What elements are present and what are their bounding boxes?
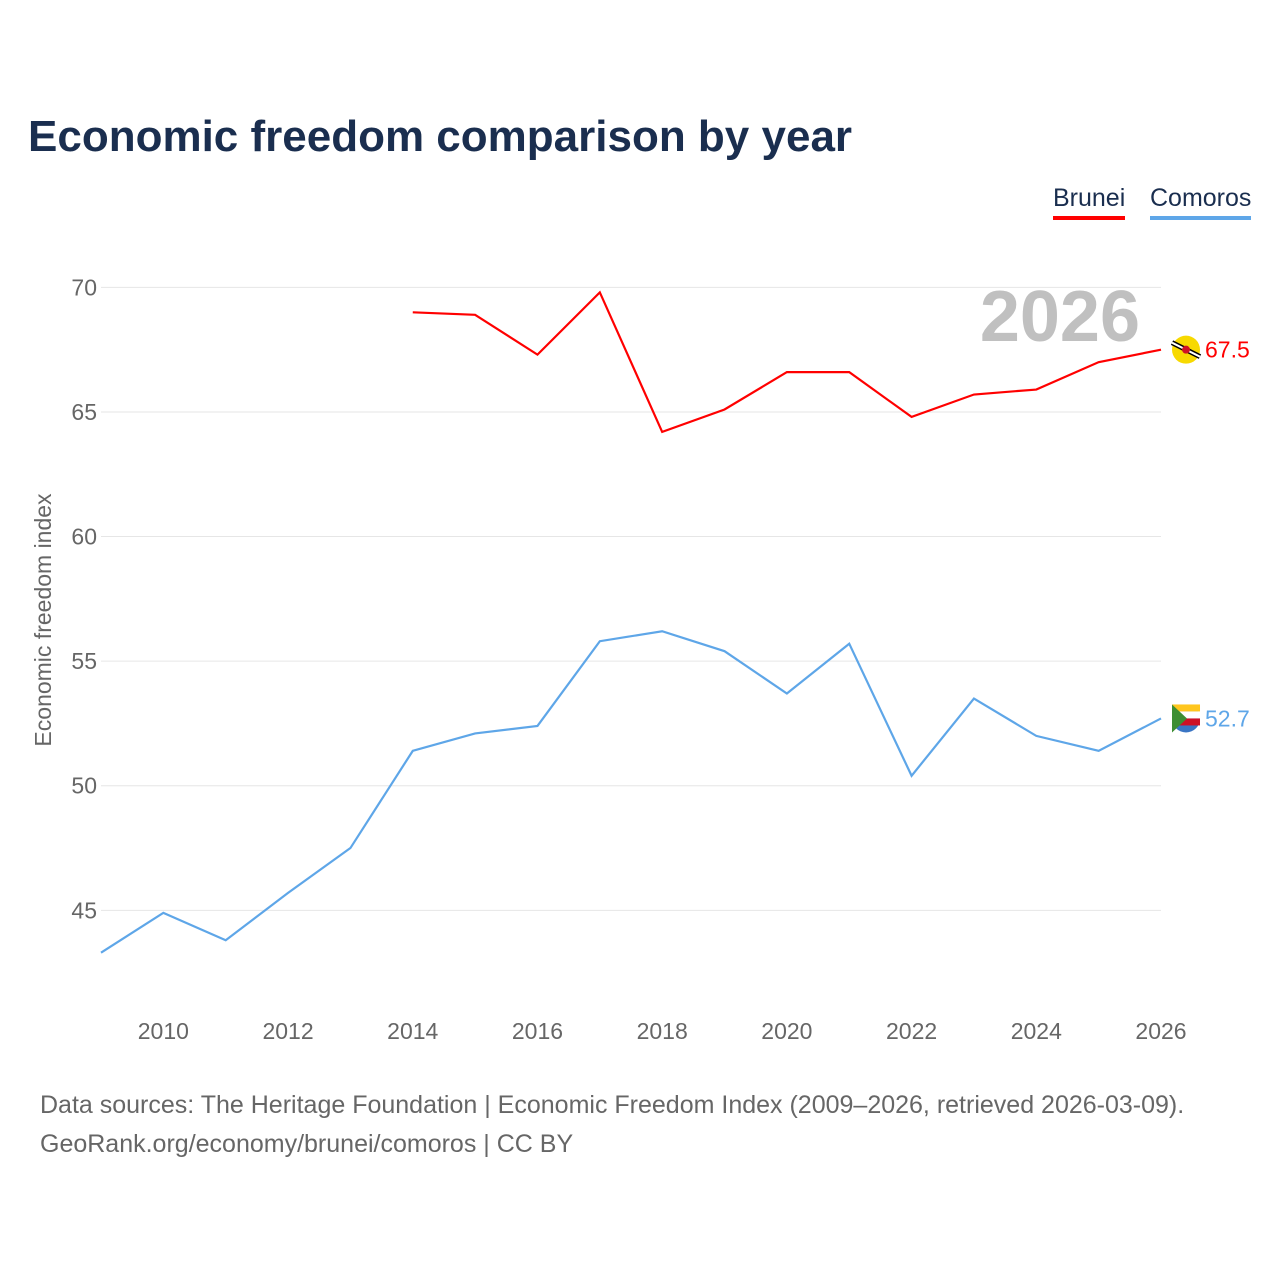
series-line-comoros bbox=[100, 630, 1162, 954]
series-line-brunei bbox=[412, 290, 1162, 434]
data-point bbox=[98, 950, 104, 956]
data-point bbox=[597, 289, 603, 295]
data-point bbox=[1033, 387, 1039, 393]
data-point bbox=[659, 429, 665, 435]
y-axis-label: Economic freedom index bbox=[30, 493, 56, 747]
data-point bbox=[909, 773, 915, 779]
x-tick-label: 2014 bbox=[387, 1018, 438, 1044]
data-point bbox=[784, 369, 790, 375]
footer: Data sources: The Heritage Foundation | … bbox=[40, 1086, 1184, 1164]
data-point bbox=[846, 641, 852, 647]
data-point bbox=[597, 638, 603, 644]
data-point bbox=[1096, 359, 1102, 365]
data-point bbox=[1033, 733, 1039, 739]
y-tick-label: 60 bbox=[71, 524, 97, 550]
x-tick-label: 2020 bbox=[761, 1018, 812, 1044]
line-chart: 45 50 55 60 65 70 2010 2012 2014 2016 2018 2020 2022… bbox=[30, 274, 1250, 1044]
data-point bbox=[1158, 347, 1164, 353]
x-tick-label: 2018 bbox=[637, 1018, 688, 1044]
x-tick-label: 2012 bbox=[262, 1018, 313, 1044]
data-point bbox=[659, 628, 665, 634]
x-tick-label: 2022 bbox=[886, 1018, 937, 1044]
legend-comoros[interactable]: Comoros bbox=[1150, 184, 1252, 220]
x-tick-label: 2010 bbox=[138, 1018, 189, 1044]
footer-link[interactable]: GeoRank.org/economy/brunei/comoros | CC … bbox=[40, 1130, 574, 1158]
data-point bbox=[534, 723, 540, 729]
year-watermark: 2026 bbox=[980, 277, 1140, 357]
x-tick-label: 2024 bbox=[1011, 1018, 1062, 1044]
data-point bbox=[410, 309, 416, 315]
x-tick-label: 2026 bbox=[1135, 1018, 1186, 1044]
flag-icon-brunei bbox=[1170, 335, 1202, 364]
y-tick-label: 65 bbox=[71, 399, 97, 425]
end-value-label: 52.7 bbox=[1205, 705, 1250, 731]
data-point bbox=[472, 312, 478, 318]
data-point bbox=[971, 392, 977, 398]
data-point bbox=[410, 748, 416, 754]
data-point bbox=[909, 414, 915, 420]
footer-sources: Data sources: The Heritage Foundation | … bbox=[40, 1091, 1185, 1119]
y-tick-label: 50 bbox=[71, 773, 97, 799]
flag-stripe bbox=[1172, 711, 1200, 719]
data-point bbox=[160, 910, 166, 916]
data-point bbox=[1158, 715, 1164, 721]
x-tick-label: 2016 bbox=[512, 1018, 563, 1044]
data-point bbox=[534, 352, 540, 358]
data-point bbox=[971, 696, 977, 702]
y-tick-label: 70 bbox=[71, 274, 97, 300]
data-point bbox=[347, 845, 353, 851]
y-tick-label: 45 bbox=[71, 897, 97, 923]
flag-emblem bbox=[1182, 345, 1190, 354]
data-point bbox=[1096, 748, 1102, 754]
data-point bbox=[722, 406, 728, 412]
data-point bbox=[846, 369, 852, 375]
flag-triangle bbox=[1172, 704, 1187, 733]
chart-title: Economic freedom comparison by year bbox=[28, 112, 853, 161]
data-point bbox=[784, 691, 790, 697]
data-point bbox=[285, 890, 291, 896]
flag-stripe bbox=[1172, 704, 1200, 712]
data-point bbox=[722, 648, 728, 654]
legend-brunei[interactable]: Brunei bbox=[1053, 184, 1126, 220]
flag-icon-comoros bbox=[1172, 704, 1200, 733]
y-tick-label: 55 bbox=[71, 648, 97, 674]
data-point bbox=[223, 937, 229, 943]
flag-stripe bbox=[1172, 718, 1200, 726]
data-point bbox=[472, 730, 478, 736]
end-value-label: 67.5 bbox=[1205, 337, 1250, 363]
